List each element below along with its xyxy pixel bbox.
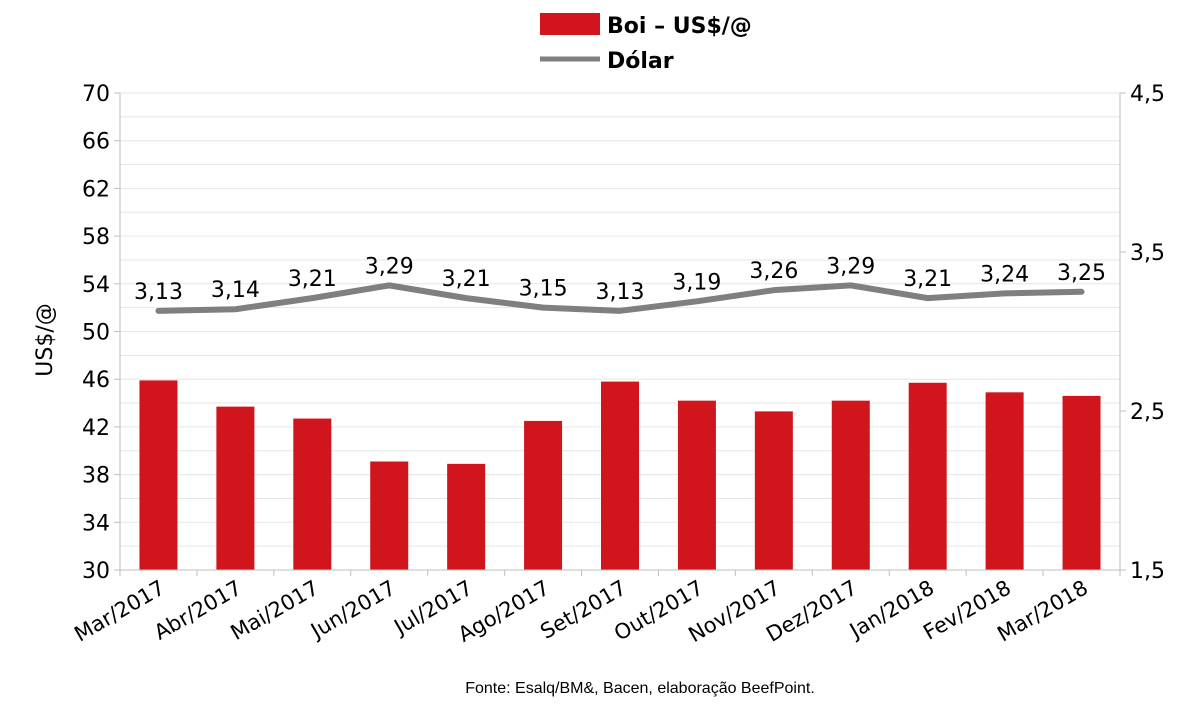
dolar-data-label: 3,13: [596, 280, 645, 305]
y-axis-title: US$/@: [33, 303, 58, 376]
x-tick-label: Mai/2017: [227, 576, 323, 645]
bar: [524, 420, 563, 570]
bar: [677, 400, 716, 570]
legend: Boi – US$/@ Dólar: [540, 13, 752, 74]
bar: [754, 411, 793, 570]
y2-tick-label: 1,5: [1130, 559, 1165, 584]
dolar-data-label: 3,21: [903, 267, 952, 292]
dolar-data-label: 3,15: [519, 277, 568, 302]
y-tick-label: 46: [82, 368, 110, 393]
y-tick-label: 42: [82, 416, 110, 441]
dolar-data-label: 3,13: [134, 280, 183, 305]
legend-line-label: Dólar: [607, 49, 674, 74]
bar: [293, 418, 332, 570]
bar: [601, 381, 639, 570]
x-tick-label: Mar/2017: [70, 576, 169, 647]
dolar-data-label: 3,29: [826, 254, 875, 279]
x-tick-label: Jun/2017: [305, 576, 400, 644]
data-labels: 3,13 3,14 3,21 3,29 3,21 3,15 3,13 3,19 3,26 3,29…: [134, 254, 1106, 304]
y2-tick-label: 3,5: [1130, 241, 1165, 266]
dolar-data-label: 3,14: [211, 278, 260, 303]
y-tick-label: 58: [82, 225, 110, 250]
bar-series: [139, 380, 1101, 570]
line-series: [155, 282, 1085, 314]
y-tick-label: 66: [82, 130, 110, 155]
y-tick-label: 54: [82, 273, 110, 298]
y-tick-label: 38: [82, 464, 110, 489]
dolar-data-label: 3,21: [288, 267, 337, 292]
source-note: Fonte: Esalq/BM&, Bacen, elaboração Beef…: [465, 680, 815, 697]
bar: [447, 463, 486, 570]
gridlines: [120, 92, 1120, 547]
bar: [985, 392, 1024, 570]
dolar-data-label: 3,29: [365, 254, 414, 279]
legend-bar-label: Boi – US$/@: [607, 14, 752, 39]
y-tick-label: 30: [82, 559, 110, 584]
dolar-data-label: 3,24: [980, 262, 1029, 287]
bar: [831, 400, 870, 570]
dolar-data-label: 3,26: [749, 259, 798, 284]
dolar-data-label: 3,19: [672, 270, 721, 295]
dolar-data-label: 3,21: [442, 267, 491, 292]
bar: [370, 461, 409, 570]
y2-tick-label: 2,5: [1130, 400, 1165, 425]
legend-bar-swatch: [540, 13, 600, 35]
bar: [908, 382, 947, 570]
bar: [139, 380, 178, 570]
dolar-data-label: 3,25: [1057, 261, 1106, 286]
y2-tick-label: 4,5: [1130, 82, 1165, 107]
y-tick-label: 50: [82, 321, 110, 346]
dolar-line: [155, 282, 1085, 314]
y-tick-label: 34: [82, 511, 110, 536]
bar: [1062, 395, 1101, 570]
y-tick-label: 70: [82, 82, 110, 107]
bar: [216, 406, 255, 570]
y-tick-label: 62: [82, 177, 110, 202]
